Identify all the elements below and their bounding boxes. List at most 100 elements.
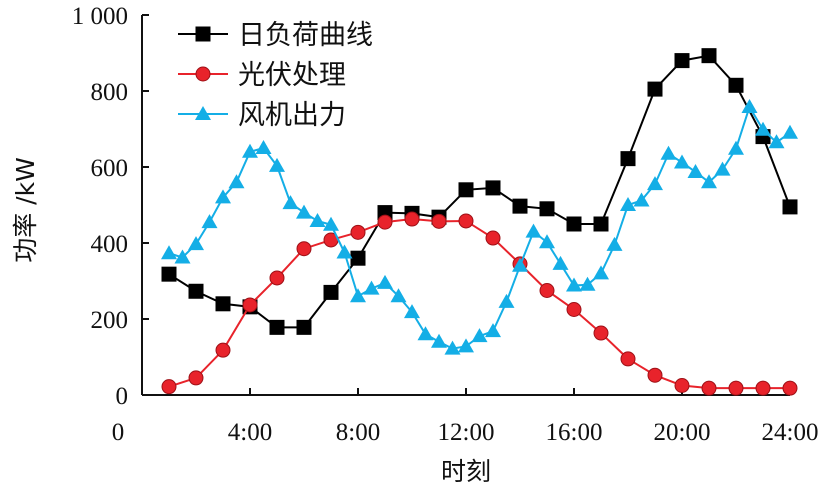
circle-marker (593, 325, 609, 341)
triangle-marker (444, 340, 461, 355)
x-tick-label: 4:00 (228, 419, 272, 446)
triangle-marker (647, 176, 663, 191)
x-tick-label: 12:00 (438, 419, 495, 446)
triangle-marker (539, 234, 555, 249)
legend-item: 日负荷曲线 (178, 20, 373, 51)
legend-item: 光伏处理 (178, 60, 346, 91)
series-line (168, 218, 790, 390)
circle-marker (539, 283, 555, 298)
triangle-marker (633, 192, 650, 207)
circle-marker (404, 211, 420, 227)
legend-label: 风机出力 (238, 100, 346, 131)
square-marker (458, 182, 474, 198)
triangle-marker (755, 121, 771, 136)
y-tick-label: 0 (116, 383, 129, 410)
legend-circle-marker (195, 66, 211, 82)
y-tick-label: 800 (91, 79, 129, 106)
circle-marker (674, 378, 690, 393)
triangle-marker (323, 216, 339, 231)
square-marker (728, 77, 744, 93)
series-line (168, 54, 791, 329)
triangle-marker (201, 214, 218, 229)
triangle-marker (296, 204, 312, 219)
legend-triangle-marker (195, 106, 211, 120)
triangle-marker (269, 157, 285, 172)
circle-marker (161, 379, 177, 395)
triangle-marker (728, 140, 744, 155)
square-marker (701, 48, 717, 64)
triangle-marker (390, 288, 407, 303)
triangle-marker (552, 255, 569, 270)
circle-marker (728, 380, 744, 396)
triangle-marker (687, 163, 704, 178)
square-marker (593, 216, 609, 232)
triangle-marker (215, 189, 231, 204)
triangle-marker (701, 174, 717, 189)
legend-label: 日负荷曲线 (238, 20, 373, 51)
triangle-marker (417, 326, 434, 341)
square-marker (674, 53, 690, 69)
square-marker (539, 201, 555, 217)
square-marker (215, 296, 231, 312)
triangle-marker (485, 323, 501, 338)
triangle-marker (768, 134, 785, 149)
legend-square-marker (195, 26, 211, 42)
series-group (161, 98, 798, 355)
x-tick-label: 8:00 (336, 419, 380, 446)
triangle-marker (498, 293, 515, 308)
circle-marker (269, 270, 285, 286)
circle-marker (755, 380, 771, 396)
square-marker (350, 250, 366, 266)
triangle-marker (242, 143, 258, 158)
y-axis-title: 功率 /kW (11, 157, 40, 263)
circle-marker (701, 380, 717, 396)
square-marker (512, 198, 528, 214)
circle-marker (647, 367, 663, 383)
circle-marker (431, 213, 447, 229)
origin-tick-label: 0 (112, 419, 125, 446)
circle-marker (782, 380, 798, 396)
triangle-marker (255, 140, 272, 154)
triangle-marker (566, 277, 582, 292)
square-marker (269, 319, 285, 335)
triangle-marker (228, 174, 245, 189)
ticks: 0 200 400 600 800 1 000 4:00 8:00 12:00 16:00 20:0… (72, 3, 819, 446)
circle-marker (458, 213, 474, 229)
circle-marker (242, 297, 258, 313)
x-tick-label: 16:00 (546, 419, 603, 446)
triangle-marker (606, 236, 623, 251)
x-axis-title: 时刻 (441, 457, 491, 486)
triangle-marker (161, 245, 177, 260)
triangle-marker (336, 244, 353, 259)
circle-marker (296, 241, 312, 257)
triangle-marker (674, 154, 690, 169)
legend-label: 光伏处理 (238, 60, 346, 91)
triangle-marker (471, 328, 488, 343)
series-group (161, 48, 798, 335)
square-marker (485, 180, 501, 196)
triangle-marker (620, 197, 636, 211)
circle-marker (377, 214, 393, 230)
triangle-marker (593, 265, 609, 280)
triangle-marker (579, 276, 596, 291)
square-marker (566, 216, 582, 232)
square-marker (782, 199, 798, 215)
circle-marker (620, 351, 636, 367)
x-tick-label: 20:00 (654, 419, 711, 446)
circle-marker (350, 224, 366, 240)
circle-marker (485, 230, 501, 246)
y-tick-label: 1 000 (72, 3, 128, 30)
circle-marker (566, 302, 582, 317)
triangle-marker (782, 124, 798, 139)
y-tick-label: 400 (91, 231, 129, 258)
triangle-marker (431, 333, 447, 348)
y-tick-label: 200 (91, 307, 129, 334)
series (161, 48, 798, 396)
triangle-marker (404, 304, 420, 319)
square-marker (647, 81, 663, 97)
triangle-marker (188, 236, 204, 251)
series-group (161, 211, 798, 396)
